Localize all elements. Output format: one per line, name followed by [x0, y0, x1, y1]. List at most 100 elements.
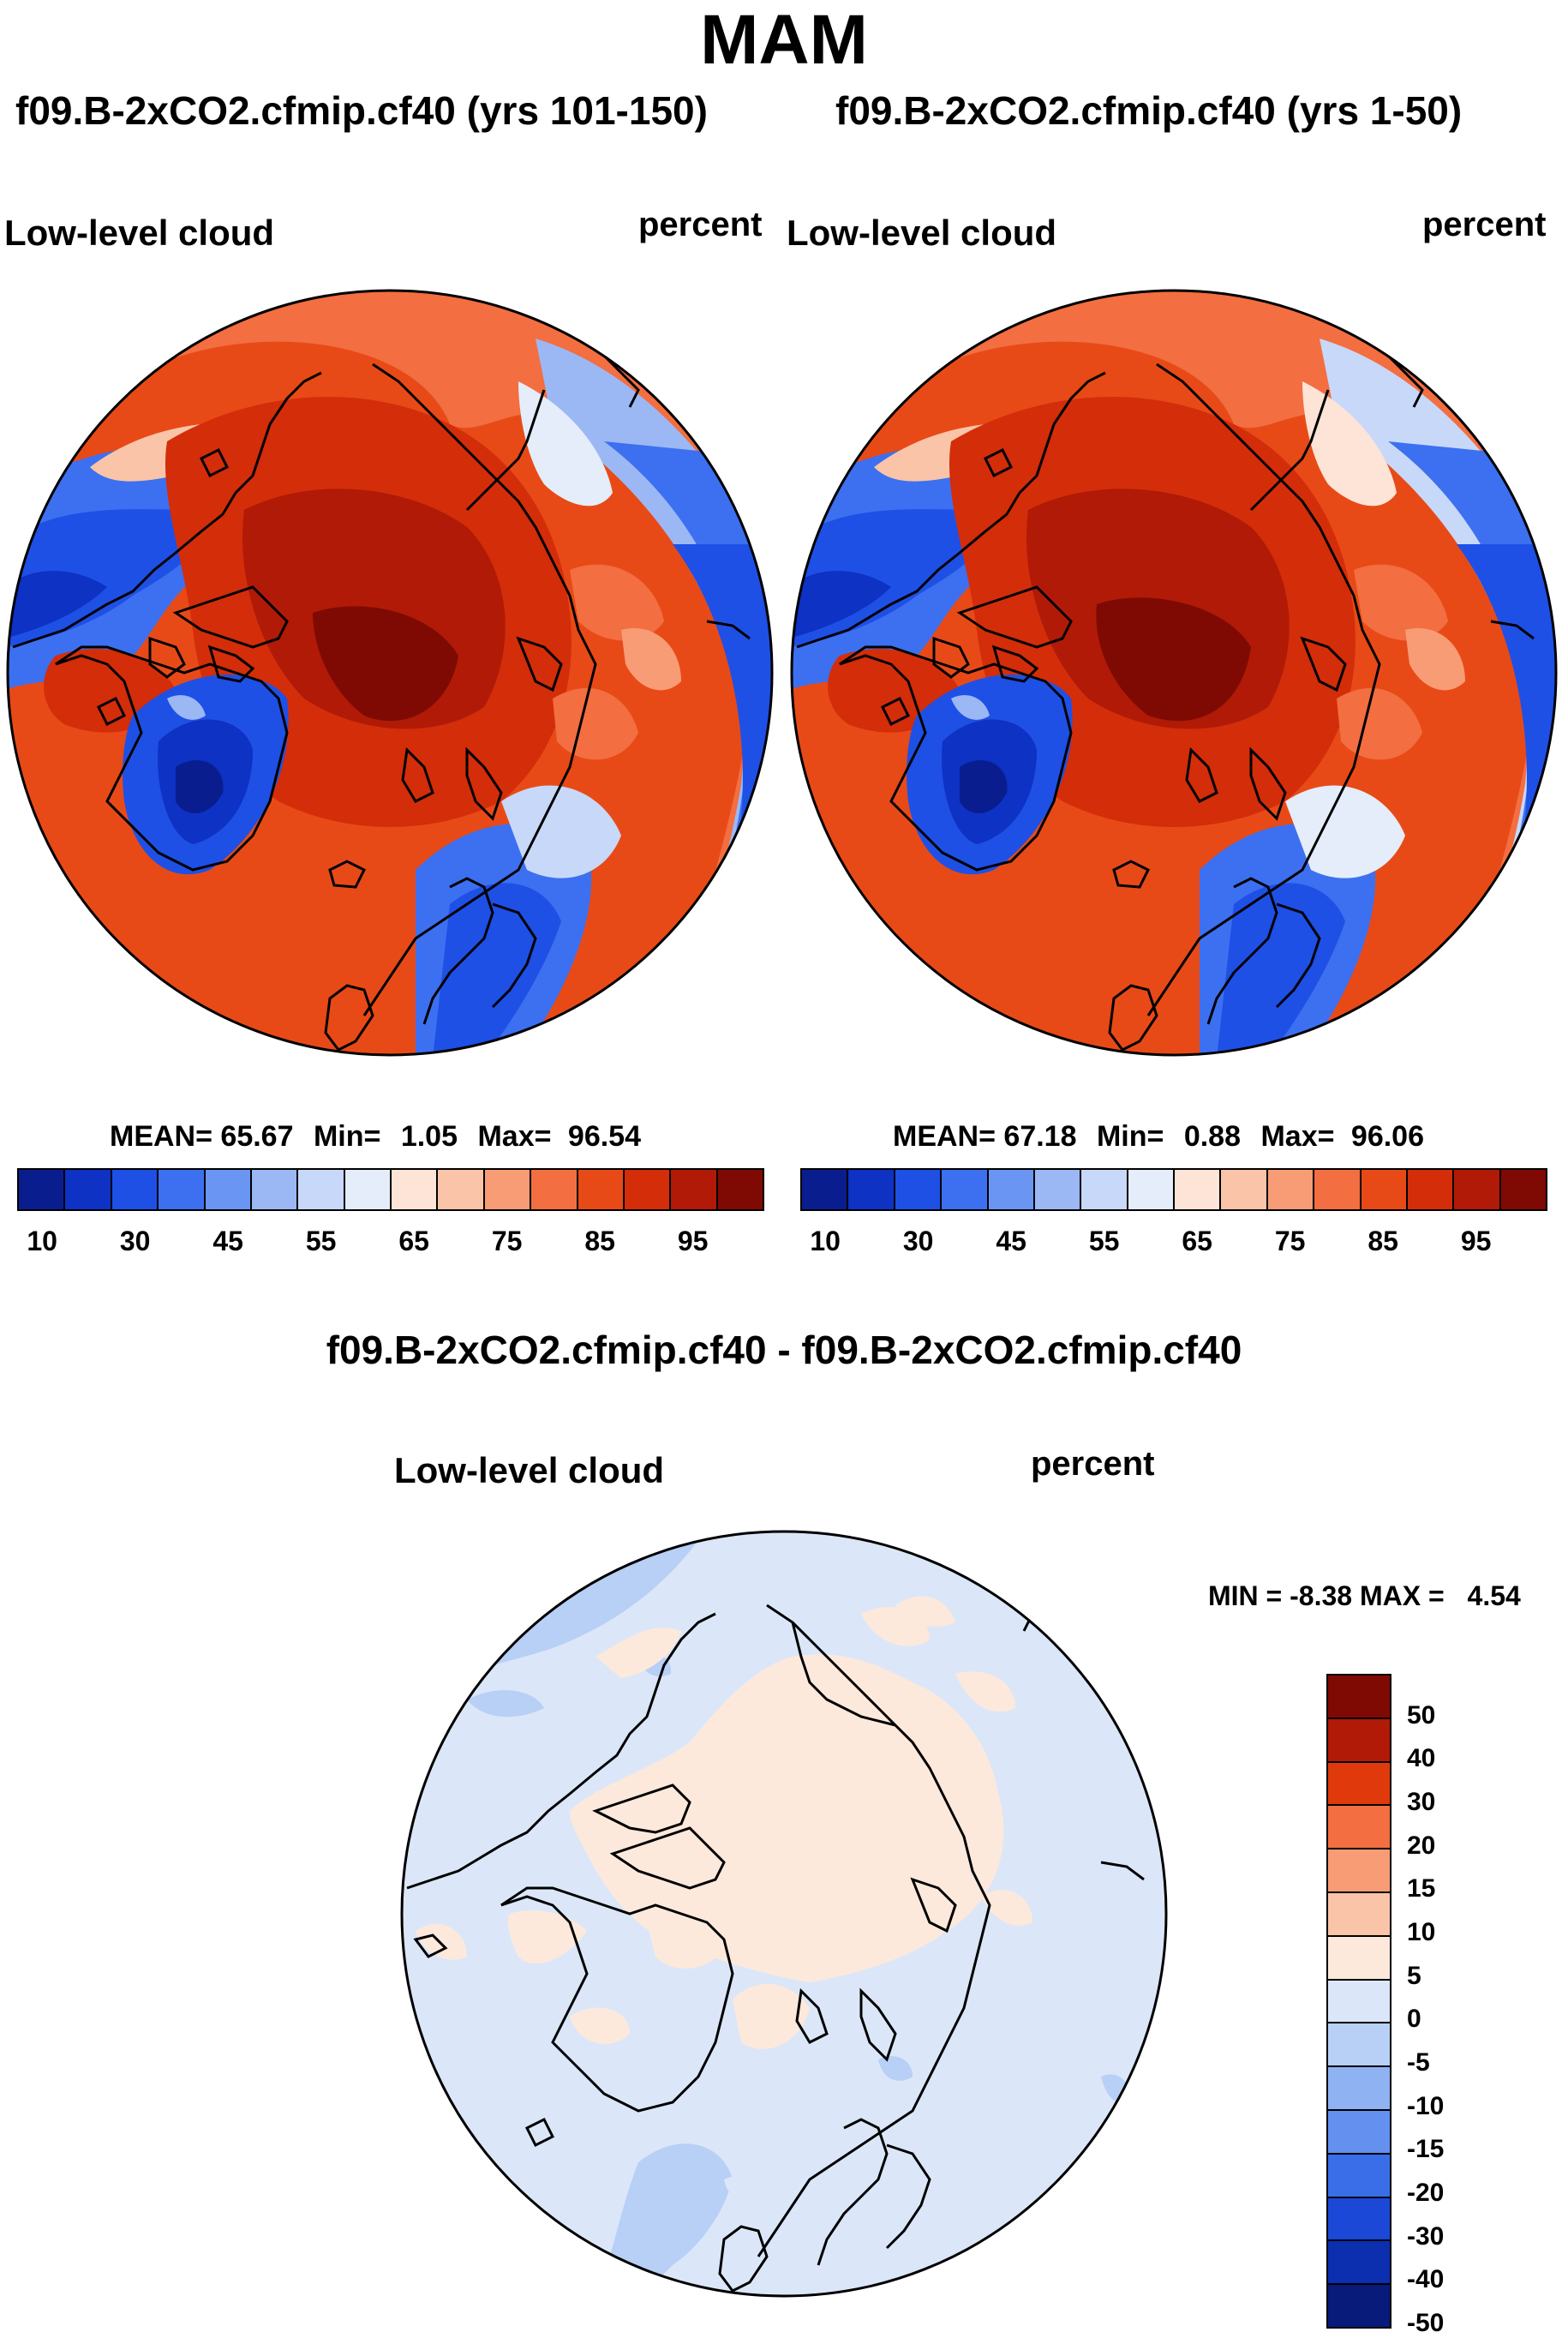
- colorbar-swatch: [1328, 2023, 1390, 2068]
- colorbar-swatch: [1034, 1170, 1082, 1209]
- colorbar-tick-label: 10: [27, 1226, 57, 1256]
- colorbar-swatch: [1328, 2285, 1390, 2327]
- colorbar-tick-label: 75: [1274, 1226, 1306, 1256]
- colorbar-swatch: [1328, 1718, 1390, 1763]
- colorbar-swatch: [1361, 1170, 1408, 1209]
- colorbar-tick-label: 20: [1407, 1831, 1436, 1860]
- diff-min-value: -8.38: [1290, 1580, 1353, 1611]
- right-min-label: Min=: [1096, 1120, 1164, 1153]
- colorbar-swatch: [1328, 1676, 1390, 1719]
- colorbar-tick-label: 40: [1407, 1744, 1436, 1773]
- colorbar-swatch: [1328, 2241, 1390, 2286]
- colorbar-swatch: [1328, 2110, 1390, 2155]
- colorbar-tick-label: -5: [1407, 2048, 1430, 2077]
- colorbar-swatch: [1328, 1936, 1390, 1981]
- left-min-label: Min=: [313, 1120, 381, 1153]
- colorbar-swatch: [344, 1170, 392, 1209]
- diff-min-label: MIN =: [1208, 1580, 1283, 1611]
- colorbar-tick-label: 95: [677, 1226, 709, 1256]
- colorbar-tick-label: -30: [1407, 2221, 1445, 2251]
- colorbar-swatch: [1500, 1170, 1546, 1209]
- left-min-value: 1.05: [400, 1120, 458, 1153]
- colorbar-swatch: [251, 1170, 299, 1209]
- colorbar-swatch: [942, 1170, 989, 1209]
- colorbar-tick-label: 55: [305, 1226, 337, 1256]
- colorbar-tick-label: 55: [1088, 1226, 1120, 1256]
- colorbar-swatch: [895, 1170, 943, 1209]
- diff-variable-label: Low-level cloud: [394, 1450, 665, 1490]
- colorbar-swatch: [1454, 1170, 1501, 1209]
- colorbar-swatch: [1328, 1892, 1390, 1937]
- right-units-label: percent: [1422, 206, 1547, 243]
- right-polar-map: [790, 289, 1558, 1057]
- diff-polar-map: [400, 1530, 1168, 2298]
- colorbar-swatch: [1328, 2067, 1390, 2111]
- left-units-label: percent: [638, 206, 763, 243]
- right-mean-label: MEAN=: [893, 1120, 996, 1153]
- colorbar-swatch: [484, 1170, 532, 1209]
- diff-units-label: percent: [1031, 1445, 1155, 1483]
- colorbar-swatch: [111, 1170, 159, 1209]
- colorbar-swatch: [1407, 1170, 1455, 1209]
- right-max-label: Max=: [1260, 1120, 1335, 1153]
- colorbar-tick-label: -20: [1407, 2179, 1445, 2207]
- colorbar-swatch: [531, 1170, 578, 1209]
- colorbar-swatch: [848, 1170, 895, 1209]
- colorbar-swatch: [159, 1170, 206, 1209]
- left-variable-label: Low-level cloud: [4, 213, 275, 253]
- colorbar-swatch: [19, 1170, 66, 1209]
- right-stats: MEAN= 67.18 Min= 0.88 Max= 96.06: [893, 1120, 1424, 1154]
- left-panel-title: f09.B-2xCO2.cfmip.cf40 (yrs 101-150): [15, 88, 708, 133]
- left-max-label: Max=: [477, 1120, 552, 1153]
- left-max-value: 96.54: [567, 1120, 642, 1153]
- colorbar-tick-label: 5: [1407, 1961, 1421, 1990]
- colorbar-tick-label: -50: [1407, 2309, 1445, 2337]
- diff-panel-title: f09.B-2xCO2.cfmip.cf40 - f09.B-2xCO2.cfm…: [326, 1328, 1242, 1372]
- colorbar-tick-label: 10: [1407, 1918, 1436, 1946]
- colorbar-tick-label: 95: [1460, 1226, 1492, 1256]
- colorbar-tick-label: 85: [584, 1226, 615, 1256]
- colorbar-swatch: [205, 1170, 252, 1209]
- colorbar-swatch: [1221, 1170, 1268, 1209]
- colorbar-swatch: [438, 1170, 485, 1209]
- colorbar-tick-label: 65: [398, 1226, 429, 1256]
- colorbar-tick-label: 75: [491, 1226, 523, 1256]
- colorbar-swatch: [1328, 2154, 1390, 2198]
- diff-colorbar: [1326, 1674, 1391, 2329]
- diff-max-value: 4.54: [1467, 1580, 1521, 1611]
- colorbar-swatch: [988, 1170, 1035, 1209]
- colorbar-swatch: [65, 1170, 112, 1209]
- colorbar-swatch: [802, 1170, 849, 1209]
- colorbar-tick-label: 45: [996, 1226, 1026, 1256]
- colorbar-swatch: [624, 1170, 672, 1209]
- colorbar-swatch: [1328, 1980, 1390, 2024]
- colorbar-tick-label: 30: [902, 1226, 934, 1256]
- colorbar-tick-label: 65: [1182, 1226, 1212, 1256]
- colorbar-tick-label: -10: [1407, 2091, 1445, 2120]
- colorbar-tick-label: 50: [1407, 1700, 1436, 1730]
- colorbar-tick-label: 30: [119, 1226, 151, 1256]
- diff-max-label: MAX =: [1359, 1580, 1445, 1611]
- right-min-value: 0.88: [1183, 1120, 1242, 1153]
- colorbar-tick-label: 10: [810, 1226, 841, 1256]
- colorbar-swatch: [1328, 1849, 1390, 1893]
- left-stats: MEAN= 65.67 Min= 1.05 Max= 96.54: [110, 1120, 641, 1154]
- colorbar-tick-label: 0: [1407, 2005, 1421, 2034]
- colorbar-swatch: [717, 1170, 763, 1209]
- colorbar-swatch: [1328, 2197, 1390, 2242]
- colorbar-swatch: [1128, 1170, 1175, 1209]
- right-variable-label: Low-level cloud: [787, 213, 1057, 253]
- colorbar-tick-label: 30: [1407, 1788, 1436, 1816]
- colorbar-swatch: [392, 1170, 439, 1209]
- colorbar-swatch: [298, 1170, 345, 1209]
- colorbar-swatch: [671, 1170, 718, 1209]
- colorbar-swatch: [1328, 1762, 1390, 1807]
- diff-minmax: MIN = -8.38 MAX = 4.54: [1208, 1580, 1521, 1612]
- colorbar-tick-label: -15: [1407, 2135, 1445, 2164]
- left-mean-value: 65.67: [220, 1120, 294, 1153]
- colorbar-swatch: [1314, 1170, 1362, 1209]
- right-max-value: 96.06: [1350, 1120, 1425, 1153]
- colorbar-swatch: [1328, 1806, 1390, 1850]
- season-title: MAM: [700, 1, 868, 79]
- colorbar-swatch: [1267, 1170, 1315, 1209]
